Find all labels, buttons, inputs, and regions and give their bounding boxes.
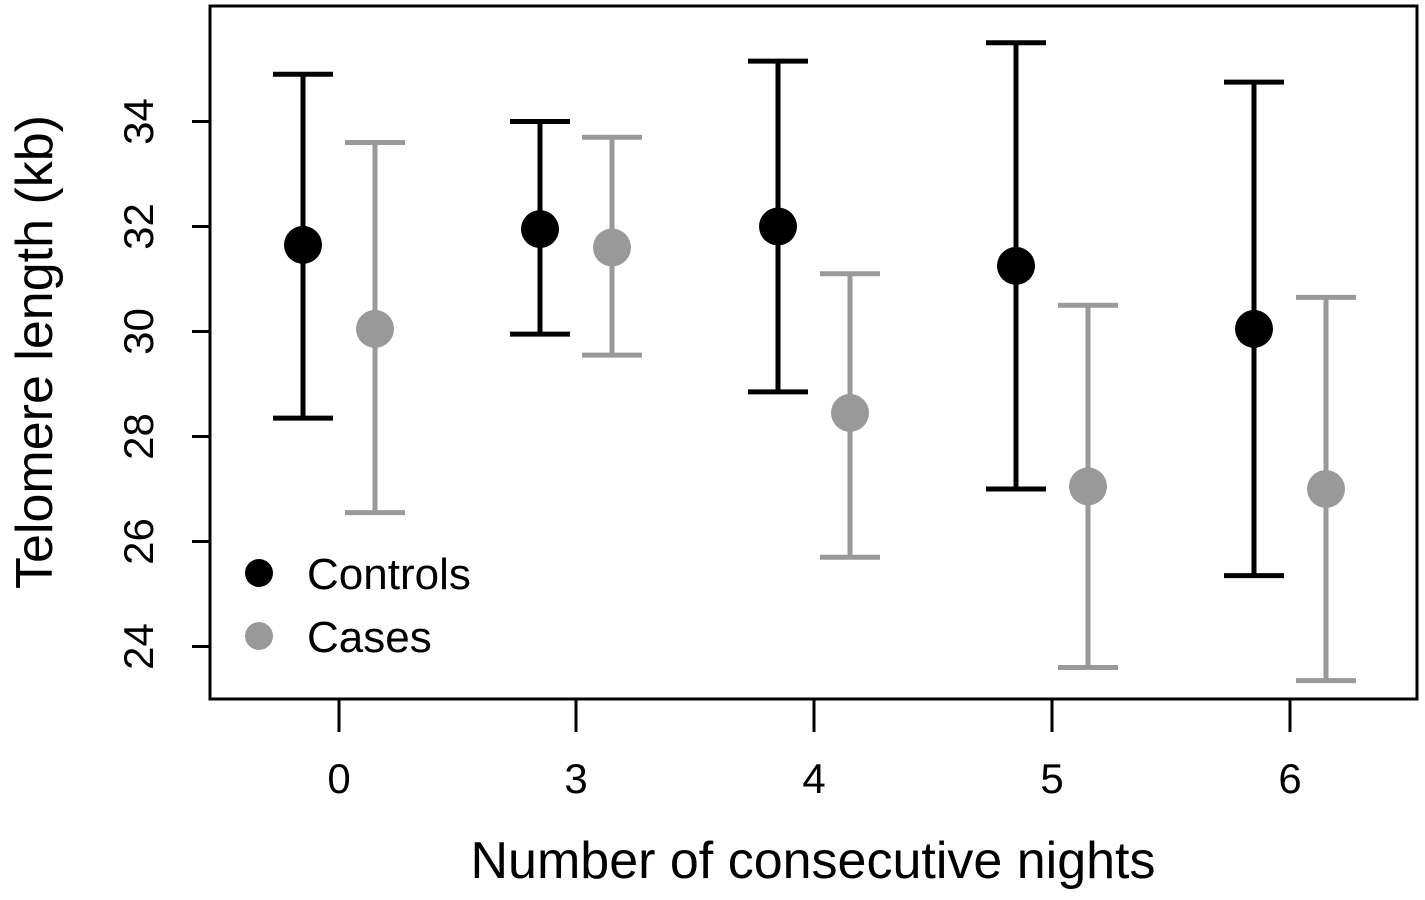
point-controls bbox=[521, 210, 559, 249]
legend-label-controls: Controls bbox=[307, 550, 471, 599]
y-tick-label: 32 bbox=[115, 203, 162, 250]
point-controls bbox=[1235, 309, 1273, 348]
legend-marker-controls bbox=[245, 559, 273, 587]
point-cases bbox=[1307, 470, 1345, 508]
point-controls bbox=[284, 225, 322, 264]
y-tick-label: 24 bbox=[115, 623, 162, 670]
y-axis-label: Telomere length (kb) bbox=[6, 115, 64, 589]
y-tick-label: 26 bbox=[115, 518, 162, 565]
y-tick-label: 28 bbox=[115, 413, 162, 460]
data-points bbox=[284, 207, 1345, 508]
point-cases bbox=[593, 228, 631, 267]
x-tick-label: 0 bbox=[327, 755, 350, 802]
x-axis-label: Number of consecutive nights bbox=[470, 832, 1155, 890]
point-controls bbox=[997, 246, 1035, 285]
legend: Controls Cases bbox=[245, 550, 471, 662]
x-axis: 0 3 4 5 6 bbox=[327, 699, 1302, 802]
x-tick-label: 3 bbox=[564, 755, 587, 802]
y-axis: 24 26 28 30 32 34 bbox=[115, 98, 210, 670]
legend-label-cases: Cases bbox=[307, 613, 432, 662]
y-tick-label: 34 bbox=[115, 98, 162, 145]
y-tick-label: 30 bbox=[115, 308, 162, 355]
point-cases bbox=[1069, 467, 1107, 506]
point-cases bbox=[831, 393, 869, 432]
point-controls bbox=[759, 207, 797, 246]
x-tick-label: 5 bbox=[1040, 755, 1063, 802]
x-tick-label: 4 bbox=[802, 755, 825, 802]
legend-marker-cases bbox=[245, 622, 273, 650]
point-cases bbox=[356, 309, 394, 348]
x-tick-label: 6 bbox=[1278, 755, 1301, 802]
